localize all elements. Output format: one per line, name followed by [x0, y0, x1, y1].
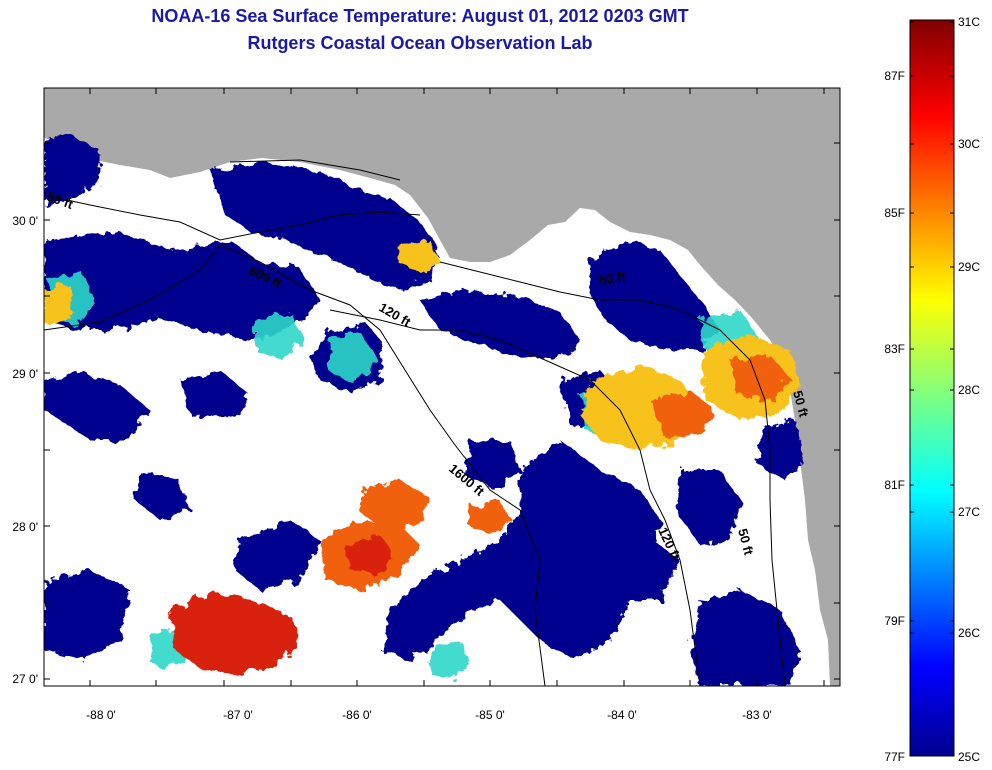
colorbar: 31C 30C 29C 28C 27C 26C 25C 87F 85F 83F …	[884, 15, 980, 764]
lat-label: 29 0'	[12, 367, 38, 381]
map-title: NOAA-16 Sea Surface Temperature: August …	[151, 6, 689, 26]
lat-label: 30 0'	[12, 214, 38, 228]
colorbar-c-label: 30C	[958, 137, 980, 151]
depth-contours	[44, 159, 786, 686]
lon-label: -83 0'	[742, 708, 772, 722]
axis-ticks	[44, 88, 840, 686]
colorbar-c-label: 25C	[958, 750, 980, 764]
cold-water-patches	[44, 135, 805, 686]
lon-label: -86 0'	[342, 708, 372, 722]
plot-frame	[43, 87, 841, 687]
longitude-labels: -88 0' -87 0' -86 0' -85 0' -84 0' -83 0…	[86, 708, 772, 722]
colorbar-c-label: 28C	[958, 383, 980, 397]
colorbar-f-label: 83F	[884, 342, 905, 356]
hottest-water-patch	[170, 535, 395, 675]
contour-label-50ft-coast: 50 ft	[735, 527, 757, 557]
colorbar-gradient	[909, 19, 955, 757]
colorbar-c-label: 31C	[958, 15, 980, 29]
colorbar-f-label: 87F	[884, 69, 905, 83]
lon-label: -84 0'	[607, 708, 637, 722]
colorbar-f-label: 85F	[884, 206, 905, 220]
lon-label: -85 0'	[475, 708, 505, 722]
colorbar-c-label: 27C	[958, 505, 980, 519]
colorbar-f-label: 79F	[884, 614, 905, 628]
latitude-labels: 30 0' 29 0' 28 0' 27 0'	[12, 214, 38, 686]
contour-label-50ft-north: 50 ft	[790, 389, 812, 419]
contour-label-50ft-bigbend: 50 ft	[598, 268, 628, 288]
map-subtitle: Rutgers Coastal Ocean Observation Lab	[247, 33, 593, 53]
moderate-water-patches	[48, 270, 760, 680]
lon-label: -87 0'	[223, 708, 253, 722]
lat-label: 27 0'	[12, 672, 38, 686]
lon-label: -88 0'	[86, 708, 116, 722]
lat-label: 28 0'	[12, 520, 38, 534]
colorbar-c-label: 26C	[958, 626, 980, 640]
colorbar-f-label: 81F	[884, 478, 905, 492]
colorbar-c-label: 29C	[958, 260, 980, 274]
land-mass	[44, 88, 840, 686]
colorbar-f-label: 77F	[884, 750, 905, 764]
